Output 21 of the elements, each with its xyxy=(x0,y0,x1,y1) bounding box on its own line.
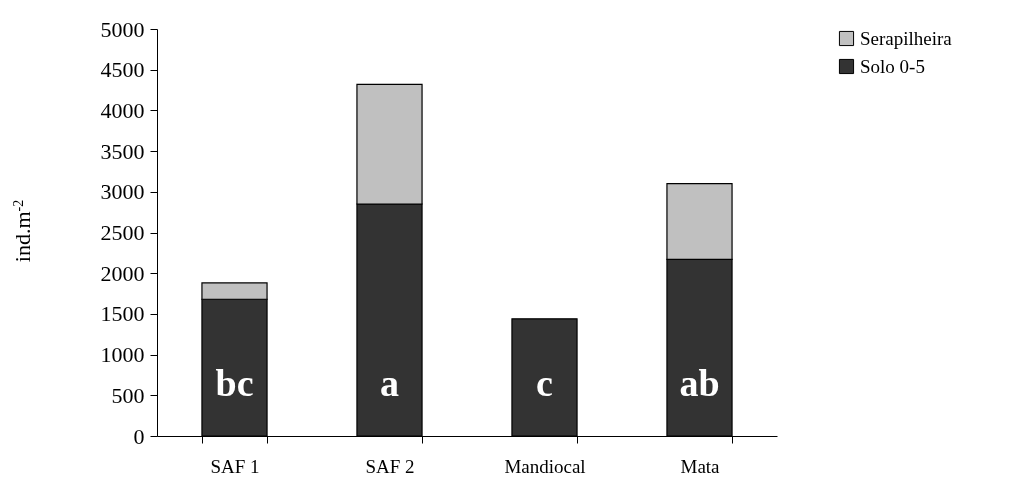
y-tick-label: 2000 xyxy=(100,260,145,286)
annotation: c xyxy=(536,362,553,404)
annotation: bc xyxy=(215,362,254,404)
y-tick-label: 3500 xyxy=(100,138,145,164)
y-tick-label: 4500 xyxy=(100,57,145,83)
y-tick-label: 500 xyxy=(111,382,145,408)
x-tick-label: Mandiocal xyxy=(504,455,586,477)
annotation: ab xyxy=(679,362,720,404)
legend-label: Serapilheira xyxy=(860,27,953,49)
annotation: a xyxy=(380,362,399,404)
x-tick-label: SAF 2 xyxy=(365,455,415,477)
y-tick-label: 4000 xyxy=(100,97,145,123)
legend-label: Solo 0-5 xyxy=(860,55,925,77)
x-tick-label: Mata xyxy=(680,455,721,477)
y-tick-label: 0 xyxy=(133,423,145,449)
y-tick-label: 1000 xyxy=(100,342,145,368)
x-tick-label: SAF 1 xyxy=(210,455,260,477)
y-tick-label: 1500 xyxy=(100,301,145,327)
y-tick-label: 2500 xyxy=(100,220,145,245)
y-tick-label: 3000 xyxy=(100,179,145,205)
y-tick-label: 5000 xyxy=(100,16,145,42)
